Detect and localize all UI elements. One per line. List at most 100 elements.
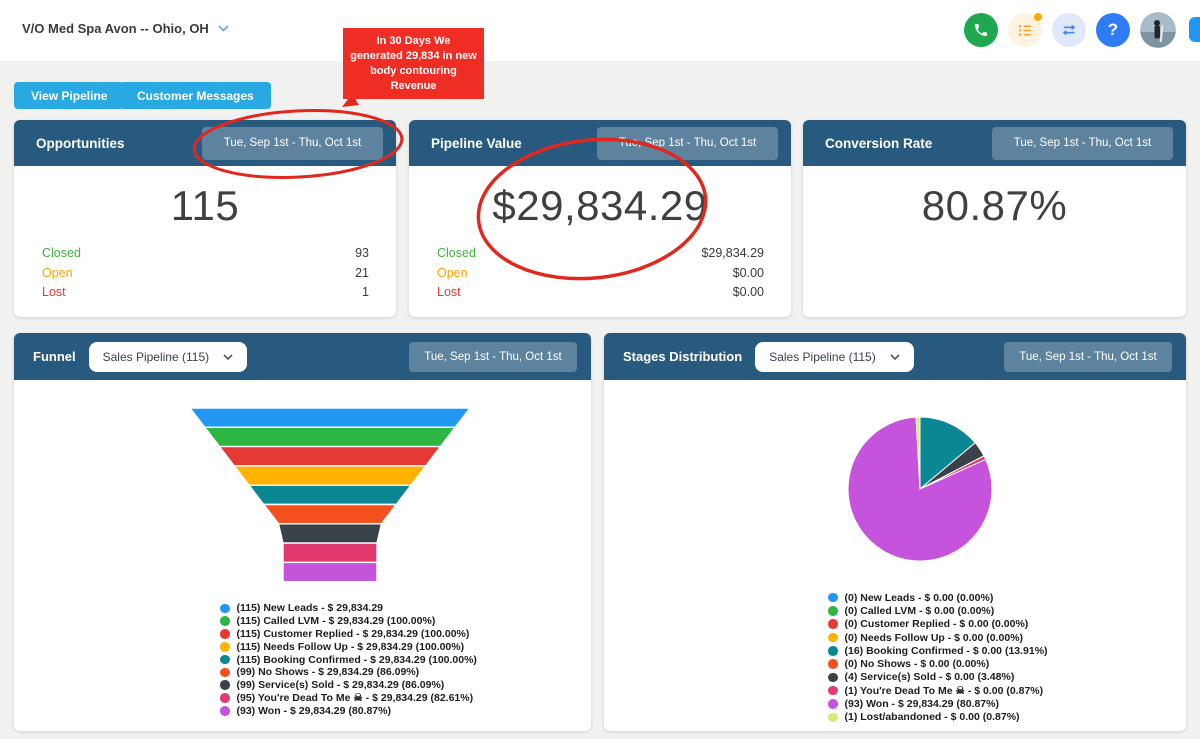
funnel-segment: [247, 484, 413, 506]
date-range-button[interactable]: Tue, Sep 1st - Thu, Oct 1st: [202, 126, 383, 160]
legend-item: (1) You're Dead To Me ☠ - $ 0.00 (0.87%): [828, 684, 1048, 697]
switch-arrows-icon: [1062, 24, 1076, 36]
legend-label: (0) Needs Follow Up - $ 0.00 (0.00%): [844, 631, 1024, 644]
legend-item: (0) Called LVM - $ 0.00 (0.00%): [828, 604, 1048, 617]
date-range-button[interactable]: Tue, Sep 1st - Thu, Oct 1st: [992, 126, 1173, 160]
stages-distribution-card: Stages Distribution Sales Pipeline (115)…: [604, 333, 1186, 731]
view-pipeline-button[interactable]: View Pipeline: [14, 82, 125, 109]
side-panel-tab[interactable]: [1189, 17, 1200, 42]
funnel-chart: [188, 407, 472, 583]
stat-value: 1: [362, 285, 369, 300]
legend-dot: [220, 654, 230, 665]
stat-label: Open: [42, 265, 73, 280]
pie-slice: [847, 416, 993, 562]
funnel-segment: [232, 465, 428, 486]
legend-dot: [220, 642, 230, 652]
legend-label: (115) Called LVM - $ 29,834.29 (100.00%): [236, 615, 436, 628]
funnel-segment: [218, 445, 442, 467]
pipeline-select-value: Sales Pipeline (115): [769, 349, 876, 364]
legend-item: (115) Booking Confirmed - $ 29,834.29 (1…: [220, 653, 477, 666]
funnel-segment: [277, 523, 383, 544]
legend-label: (115) New Leads - $ 29,834.29: [236, 602, 384, 615]
legend-label: (115) Customer Replied - $ 29,834.29 (10…: [236, 627, 470, 640]
stat-value: 93: [355, 246, 369, 261]
pie-slice: [915, 416, 921, 490]
legend-item: (16) Booking Confirmed - $ 0.00 (13.91%): [828, 644, 1048, 657]
stat-row: Open $0.00: [437, 263, 764, 283]
legend-label: (99) No Shows - $ 29,834.29 (86.09%): [236, 666, 420, 679]
stages-card-header: Stages Distribution Sales Pipeline (115)…: [604, 333, 1186, 380]
topbar: V/O Med Spa Avon -- Ohio, OH: [0, 0, 1200, 61]
legend-dot: [828, 659, 838, 669]
stat-row: Lost $0.00: [437, 283, 764, 303]
legend-item: (4) Service(s) Sold - $ 0.00 (3.48%): [828, 671, 1048, 684]
legend-label: (115) Needs Follow Up - $ 29,834.29 (100…: [236, 640, 465, 653]
conversion-rate-card-header: Conversion Rate Tue, Sep 1st - Thu, Oct …: [803, 120, 1186, 166]
opportunities-card: Opportunities Tue, Sep 1st - Thu, Oct 1s…: [14, 120, 396, 317]
topbar-icons: ?: [964, 12, 1176, 48]
question-mark-icon: ?: [1107, 20, 1119, 39]
conversion-rate-value: 80.87%: [921, 182, 1068, 229]
conversion-rate-card: Conversion Rate Tue, Sep 1st - Thu, Oct …: [803, 120, 1186, 317]
pie-chart: [847, 416, 993, 562]
legend-item: (0) New Leads - $ 0.00 (0.00%): [828, 591, 1048, 604]
legend-dot: [828, 672, 838, 683]
funnel-segment: [262, 503, 398, 525]
legend-dot: [220, 693, 230, 703]
legend-label: (1) You're Dead To Me ☠ - $ 0.00 (0.87%): [844, 684, 1044, 697]
legend-dot: [828, 646, 838, 656]
legend-item: (115) Customer Replied - $ 29,834.29 (10…: [220, 628, 477, 641]
stat-row: Open 21: [42, 263, 369, 283]
legend-label: (93) Won - $ 29,834.29 (80.87%): [844, 698, 999, 711]
help-button[interactable]: ?: [1096, 13, 1130, 47]
stat-label: Lost: [42, 285, 66, 300]
legend-dot: [828, 712, 838, 723]
opportunities-card-header: Opportunities Tue, Sep 1st - Thu, Oct 1s…: [14, 120, 396, 166]
stat-value: $0.00: [732, 285, 764, 300]
legend-dot: [220, 680, 230, 690]
phone-button[interactable]: [964, 13, 998, 47]
pie-slice: [919, 416, 976, 491]
task-list-icon: [1018, 24, 1031, 36]
pipeline-value-stats: Closed $29,834.29 Open $0.00 Lost $0.00: [437, 244, 764, 303]
account-selector[interactable]: V/O Med Spa Avon -- Ohio, OH: [22, 21, 229, 36]
legend-label: (4) Service(s) Sold - $ 0.00 (3.48%): [844, 671, 1015, 684]
funnel-segment: [282, 542, 378, 564]
customer-messages-button[interactable]: Customer Messages: [120, 82, 271, 109]
chevron-down-icon: [218, 25, 229, 32]
stat-value: $0.00: [732, 265, 764, 280]
phone-icon: [975, 24, 987, 36]
legend-item: (93) Won - $ 29,834.29 (80.87%): [220, 704, 477, 717]
legend-label: (0) New Leads - $ 0.00 (0.00%): [844, 591, 994, 604]
funnel-segment: [282, 561, 378, 583]
legend-dot: [828, 606, 838, 616]
date-range-button[interactable]: Tue, Sep 1st - Thu, Oct 1st: [1004, 341, 1172, 372]
stat-value: $29,834.29: [701, 246, 764, 261]
legend-item: (99) Service(s) Sold - $ 29,834.29 (86.0…: [220, 679, 477, 692]
pipeline-select[interactable]: Sales Pipeline (115): [88, 341, 248, 372]
chevron-down-icon: [223, 353, 233, 360]
legend-dot: [828, 699, 838, 709]
legend-dot: [828, 619, 838, 629]
date-range-button[interactable]: Tue, Sep 1st - Thu, Oct 1st: [409, 341, 577, 372]
date-range-button[interactable]: Tue, Sep 1st - Thu, Oct 1st: [597, 126, 778, 160]
avatar[interactable]: [1140, 12, 1176, 48]
legend-dot: [828, 685, 838, 696]
stages-chart-body: (0) New Leads - $ 0.00 (0.00%) (0) Called…: [604, 380, 1186, 731]
task-list-button[interactable]: [1008, 13, 1042, 47]
notification-dot: [1034, 13, 1042, 21]
switch-accounts-button[interactable]: [1052, 13, 1086, 47]
legend-dot: [220, 706, 230, 716]
pipeline-select[interactable]: Sales Pipeline (115): [755, 341, 914, 372]
funnel-legend: (115) New Leads - $ 29,834.29 (115) Calle…: [220, 602, 477, 717]
legend-label: (0) No Shows - $ 0.00 (0.00%): [844, 658, 990, 671]
stages-legend: (0) New Leads - $ 0.00 (0.00%) (0) Called…: [828, 591, 1048, 724]
opportunities-stats: Closed 93 Open 21 Lost 1: [42, 244, 369, 303]
stat-row: Closed $29,834.29: [437, 244, 764, 264]
legend-label: (115) Booking Confirmed - $ 29,834.29 (1…: [236, 653, 477, 666]
pipeline-value-card: Pipeline Value Tue, Sep 1st - Thu, Oct 1…: [409, 120, 791, 317]
legend-label: (93) Won - $ 29,834.29 (80.87%): [236, 704, 391, 717]
avatar-photo: [1140, 12, 1176, 48]
legend-label: (95) You're Dead To Me ☠ - $ 29,834.29 (…: [236, 691, 474, 704]
stat-label: Closed: [437, 246, 476, 261]
